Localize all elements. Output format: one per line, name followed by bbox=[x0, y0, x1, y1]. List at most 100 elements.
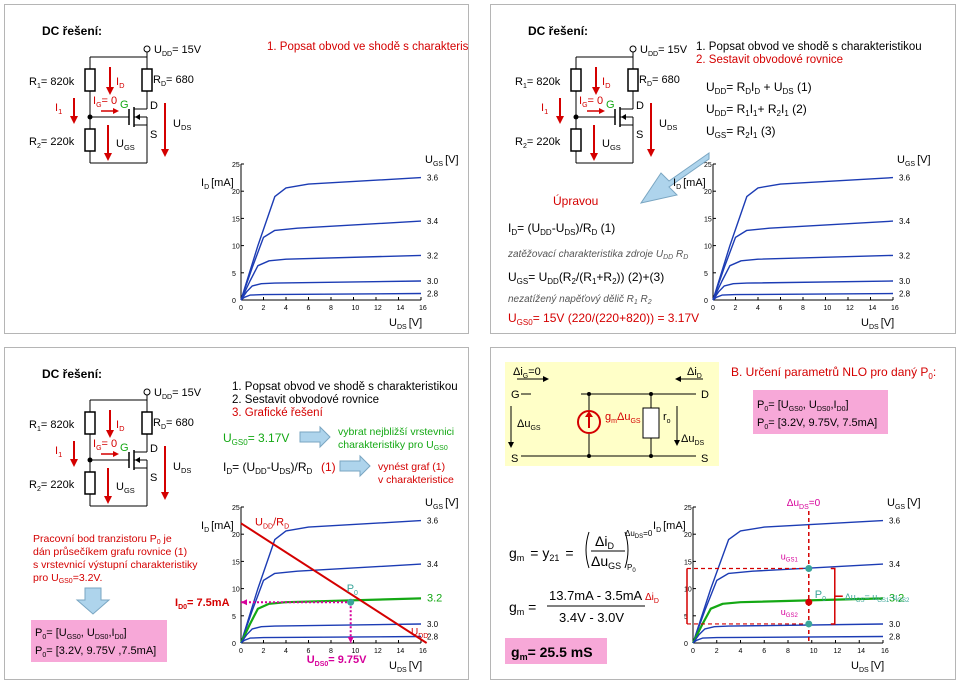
r2-label: R2= 220k bbox=[29, 479, 75, 493]
curve-label: 3.4 bbox=[889, 560, 901, 569]
x-tick-label: 8 bbox=[801, 305, 805, 312]
r1-label: R1= 820k bbox=[515, 76, 561, 90]
x-tick-label: 8 bbox=[329, 648, 333, 655]
arrow-head-icon bbox=[543, 376, 549, 382]
x-tick-label: 12 bbox=[834, 648, 842, 655]
rd-label: RD= 680 bbox=[639, 74, 680, 88]
s-label: S bbox=[150, 129, 157, 141]
equation-1: UDD= RDID + UDS (1) bbox=[706, 80, 812, 96]
vybrat-text: vybrat nejbližší vrstevnici bbox=[338, 426, 454, 438]
rd-resistor bbox=[627, 68, 639, 92]
x-tick-label: 6 bbox=[307, 648, 311, 655]
curve-label: 3.0 bbox=[427, 277, 439, 286]
panel4-drawing: ΔiG=0 ΔiD G D S S ΔuGS gmΔuGS ro ΔuDS bbox=[505, 362, 936, 674]
duds0-label: ΔuDS=0 bbox=[787, 498, 821, 511]
dugs-equation: ΔuGS= uGS1-uGS2 bbox=[845, 592, 910, 604]
x-tick-label: 12 bbox=[846, 305, 854, 312]
curve-label: 3.0 bbox=[427, 620, 439, 629]
y-tick-label: 25 bbox=[704, 162, 712, 169]
rd-resistor bbox=[141, 68, 153, 92]
y-tick-label: 15 bbox=[232, 216, 240, 223]
step2-text: 2. Sestavit obvodové rovnice bbox=[696, 54, 843, 66]
node-dot bbox=[649, 392, 653, 396]
id-axis-label: ID [mA] bbox=[653, 520, 686, 534]
equation-2: UDD= R1I1+ R2I1 (2) bbox=[706, 102, 807, 118]
ig-label: IG= 0 bbox=[579, 95, 603, 109]
node-dot bbox=[587, 454, 591, 458]
p0-values: P0= [3.2V, 9.75V, 7.5mA] bbox=[757, 417, 877, 431]
udd-axis-label: UDD bbox=[411, 627, 428, 640]
x-tick-label: 2 bbox=[715, 648, 719, 655]
mosfet-arrow-icon bbox=[621, 114, 626, 120]
ugs-label: UGS bbox=[116, 138, 135, 152]
divider-note: nezatížený napěťový dělič R1 R2 bbox=[508, 294, 652, 306]
y-tick-label: 20 bbox=[684, 532, 692, 539]
gate-label: G bbox=[511, 389, 520, 401]
curve-ugs-2.8 bbox=[712, 292, 894, 301]
id-axis-label: ID [mA] bbox=[201, 177, 234, 191]
x-tick-label: 12 bbox=[374, 305, 382, 312]
r2-resistor bbox=[570, 128, 582, 152]
dig-label: ΔiG=0 bbox=[513, 366, 541, 380]
y-tick-label: 5 bbox=[704, 271, 708, 278]
frac-denominator: ΔuGS bbox=[591, 553, 621, 571]
curve-ugs-2.8 bbox=[240, 635, 422, 644]
curve-ugs-3.4 bbox=[712, 220, 894, 301]
step3-text: 3. Grafické řešení bbox=[232, 407, 324, 419]
d-label: D bbox=[636, 100, 644, 112]
x-tick-label: 4 bbox=[284, 305, 288, 312]
source-label-1: S bbox=[511, 453, 518, 465]
arrow-head-icon bbox=[590, 153, 598, 161]
arrow-head-icon bbox=[113, 451, 119, 457]
r2-label: R2= 220k bbox=[515, 136, 561, 150]
y-tick-label: 10 bbox=[232, 244, 240, 251]
panel2-drawing: DC řešení: UDD= 15V R1= 820k R2= 220k RD= 68… bbox=[507, 24, 931, 331]
mosfet-arrow-icon bbox=[135, 457, 140, 463]
frac-numerator: ΔiD bbox=[595, 533, 614, 551]
did-graph-label: ΔiD bbox=[645, 592, 659, 605]
drain-label: D bbox=[701, 389, 709, 401]
y-tick-label: 20 bbox=[232, 532, 240, 539]
p0-definition: P0= [UGS0, UDS0,ID0] bbox=[757, 399, 849, 413]
r1-label: R1= 820k bbox=[29, 419, 75, 433]
p0-values: P0= [3.2V, 9.75V ,7.5mA] bbox=[35, 645, 156, 659]
arrow-head-icon bbox=[508, 442, 514, 448]
curve-ugs-3.6 bbox=[712, 176, 894, 301]
d-label: D bbox=[150, 443, 158, 455]
equation-number: (1) bbox=[321, 460, 336, 474]
curve-ugs-3.6 bbox=[692, 519, 884, 644]
p0-definition: P0= [UGS0, UDS0,ID0] bbox=[35, 627, 127, 641]
curve-label: 3.6 bbox=[899, 174, 911, 183]
x-tick-label: 6 bbox=[779, 305, 783, 312]
panel1-drawing: DC řešení: UDD= 15V R1= 820k R2= 220k RD= 68… bbox=[29, 24, 468, 331]
uds-label: UDS bbox=[173, 461, 191, 475]
vybrat-text-2: charakteristiky pro UGS0 bbox=[338, 439, 448, 452]
x-tick-label: 16 bbox=[891, 305, 899, 312]
y-tick-label: 0 bbox=[684, 641, 688, 648]
arrow-head-icon bbox=[556, 116, 564, 124]
down-arrow-icon bbox=[639, 152, 710, 204]
x-tick-label: 0 bbox=[691, 648, 695, 655]
curve-label: 3.6 bbox=[427, 174, 439, 183]
operating-point-p0 bbox=[347, 598, 355, 606]
x-tick-label: 14 bbox=[857, 648, 865, 655]
arrow-head-icon bbox=[161, 492, 169, 500]
y-tick-label: 25 bbox=[684, 505, 692, 512]
gm-result: gm= 25.5 mS bbox=[511, 644, 593, 662]
pracovni-line-3: s vrstevnicí výstupní charakteristiky bbox=[33, 559, 198, 571]
curve-ugs-3.2 bbox=[240, 254, 422, 301]
step1-text: 1. Popsat obvod ve shodě s charakteristi… bbox=[696, 41, 922, 53]
x-tick-label: 10 bbox=[824, 305, 832, 312]
did-label: ΔiD bbox=[687, 366, 702, 380]
curve-ugs-3.0 bbox=[692, 623, 884, 644]
x-tick-label: 8 bbox=[329, 305, 333, 312]
x-tick-label: 4 bbox=[739, 648, 743, 655]
arrow-head-icon bbox=[592, 87, 600, 95]
result-box bbox=[505, 638, 607, 664]
curve-ugs-3.2 bbox=[692, 597, 884, 644]
x-tick-label: 0 bbox=[711, 305, 715, 312]
i1-label: I1 bbox=[55, 445, 62, 459]
x-tick-label: 14 bbox=[397, 648, 405, 655]
x-tick-label: 4 bbox=[756, 305, 760, 312]
x-tick-label: 2 bbox=[262, 305, 266, 312]
